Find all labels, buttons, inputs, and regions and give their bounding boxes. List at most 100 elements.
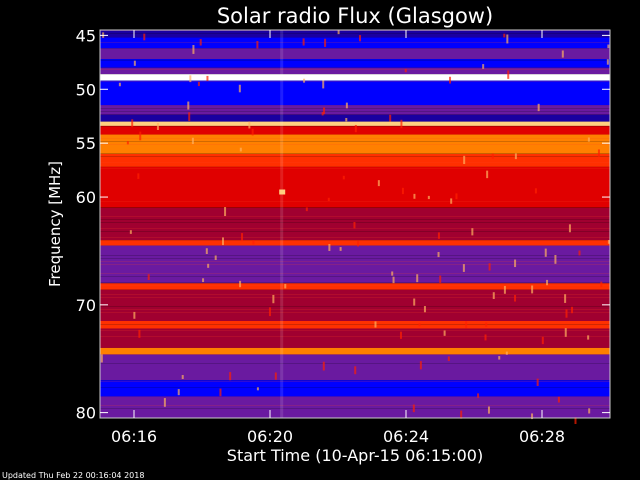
heatmap-speckle <box>536 378 539 386</box>
y-tick-label: 70 <box>76 296 96 315</box>
x-tick-label: 06:28 <box>519 427 565 446</box>
heatmap-speckle <box>205 248 208 254</box>
heatmap-speckle <box>192 45 195 54</box>
heatmap-band <box>100 59 610 68</box>
heatmap-texture-line <box>100 138 610 139</box>
heatmap-speckle <box>507 70 510 79</box>
heatmap-band <box>100 321 610 329</box>
heatmap-texture-line <box>100 207 610 208</box>
heatmap-speckle <box>399 331 402 339</box>
heatmap-speckle <box>272 294 275 304</box>
y-tick-label: 60 <box>76 188 96 207</box>
heatmap-band <box>100 80 610 106</box>
heatmap-speckle <box>181 375 184 379</box>
heatmap-speckle <box>557 396 560 403</box>
heatmap-speckle <box>564 328 567 337</box>
heatmap-texture-line <box>100 273 610 274</box>
heatmap-speckle <box>531 413 534 420</box>
heatmap-texture-line <box>100 156 610 157</box>
heatmap-speckle <box>133 60 136 66</box>
heatmap-band <box>100 67 610 75</box>
heatmap-speckle <box>163 398 166 407</box>
y-tick-label: 55 <box>76 134 96 153</box>
heatmap-speckle <box>219 388 222 397</box>
heatmap-speckle <box>413 193 416 199</box>
heatmap-speckle <box>578 250 581 256</box>
heatmap-speckle <box>537 103 540 112</box>
heatmap-speckle <box>391 271 394 276</box>
heatmap-texture-line <box>100 312 610 313</box>
heatmap-speckle <box>418 323 421 327</box>
heatmap-speckle <box>238 84 241 93</box>
heatmap-speckle <box>189 75 192 83</box>
heatmap-speckle <box>568 224 571 233</box>
heatmap-speckle <box>337 30 340 35</box>
heatmap-texture-line <box>100 105 610 106</box>
heatmap-texture-line <box>100 255 610 256</box>
heatmap-speckle <box>412 404 415 413</box>
heatmap-speckle <box>443 330 446 336</box>
heatmap-texture-line <box>100 285 610 286</box>
heatmap-speckle <box>541 336 544 345</box>
chart-title: Solar radio Flux (Glasgow) <box>217 4 493 28</box>
heatmap-speckle <box>354 366 357 375</box>
heatmap-speckle <box>531 285 534 294</box>
heatmap-speckle <box>143 33 146 41</box>
heatmap-speckle <box>118 82 121 87</box>
heatmap-speckle <box>460 410 463 419</box>
x-tick-label: 06:20 <box>247 427 293 446</box>
heatmap-speckle <box>353 221 356 229</box>
heatmap-speckle <box>514 259 517 268</box>
heatmap-speckle <box>100 354 103 363</box>
heatmap-texture-line <box>100 42 610 43</box>
heatmap-speckle <box>447 356 450 362</box>
heatmap-speckle <box>302 38 305 46</box>
heatmap-speckle <box>126 141 129 145</box>
heatmap-speckle <box>274 372 277 380</box>
heatmap-texture-line <box>100 309 610 310</box>
heatmap-speckle <box>404 68 407 73</box>
heatmap-speckle <box>606 59 609 65</box>
heatmap-band <box>100 396 610 418</box>
heatmap-speckle <box>188 112 191 121</box>
heatmap-texture-line <box>100 261 610 262</box>
heatmap-speckle <box>177 389 180 396</box>
heatmap-speckle <box>419 361 422 370</box>
heatmap-band <box>100 289 610 321</box>
heatmap-speckle <box>199 39 202 46</box>
heatmap-texture-line <box>100 201 610 202</box>
x-tick-label: 06:24 <box>383 427 429 446</box>
plot-frame <box>99 29 611 419</box>
heatmap-speckle <box>252 240 255 245</box>
heatmap-speckle <box>564 294 567 303</box>
heatmap-speckle <box>322 361 325 371</box>
heatmap-speckle <box>339 247 342 251</box>
heatmap-speckle <box>222 237 225 246</box>
heatmap-burst <box>279 189 286 195</box>
heatmap-speckle <box>359 35 362 42</box>
heatmap-speckle <box>416 274 419 283</box>
heatmap-speckle <box>239 147 242 152</box>
heatmap-band <box>100 37 610 49</box>
heatmap-texture-line <box>100 297 610 298</box>
heatmap-texture-line <box>100 162 610 163</box>
heatmap-speckle <box>427 195 430 200</box>
heatmap-texture-line <box>100 294 610 295</box>
plot-area <box>99 29 611 424</box>
heatmap-speckle <box>437 232 440 239</box>
heatmap-speckle <box>506 34 509 44</box>
heatmap-speckle <box>488 263 491 271</box>
heatmap <box>100 30 610 418</box>
heatmap-speckle <box>129 230 132 234</box>
heatmap-texture-line <box>100 408 610 409</box>
heatmap-band <box>100 30 610 38</box>
heatmap-texture-line <box>100 114 610 115</box>
heatmap-speckle <box>374 321 377 328</box>
y-tick-label: 45 <box>76 26 96 45</box>
heatmap-speckle <box>321 112 324 116</box>
heatmap-band <box>100 48 610 60</box>
heatmap-texture-line <box>100 282 610 283</box>
heatmap-speckle <box>239 280 242 288</box>
heatmap-texture-line <box>100 141 610 142</box>
